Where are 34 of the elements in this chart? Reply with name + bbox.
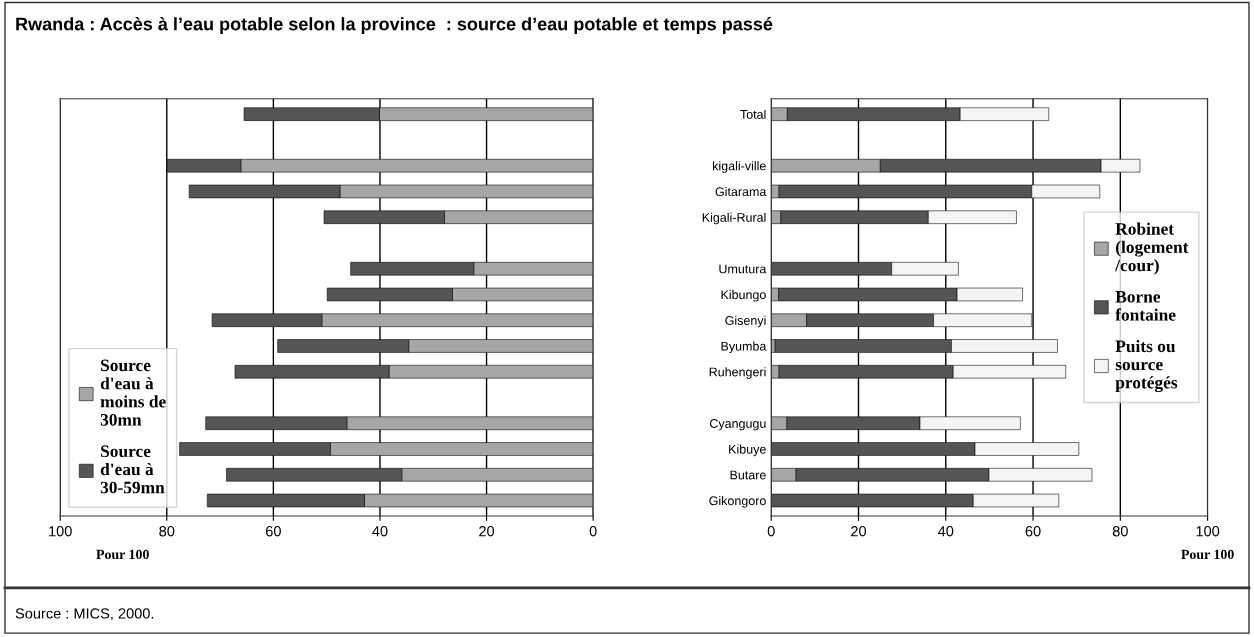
x-tick-label: 100 [1196,526,1220,537]
x-tick-label: 100 [49,526,72,537]
x-tick-label: 80 [1112,526,1128,537]
y-tick-label: Butare [730,470,766,480]
y-tick-label: Cyangugu [710,419,766,431]
legend-label: Source d'eau à moins de 30mn [100,359,166,426]
x-axis-title: Pour 100 [96,549,149,560]
source-note: Source : MICS, 2000. [15,608,154,621]
legend-label: Borne fontaine [1115,291,1176,321]
y-tick-label: Kibungo [721,289,766,302]
legend-label: Source d'eau à 30-59mn [100,445,165,494]
x-axis-title: Pour 100 [1181,549,1234,560]
x-tick-label: 20 [851,526,867,537]
y-tick-label: Ruhengeri [709,367,766,379]
legend-label: Robinet (logement /cour) [1115,222,1189,275]
y-tick-label: Kigali-Rural [702,212,766,225]
legend-label: Puits ou source protégés [1115,339,1178,393]
x-tick-label: 60 [1025,526,1041,537]
x-tick-label: 40 [372,526,388,537]
y-tick-label: Gisenyi [725,315,766,328]
y-tick-label: kigali-ville [713,161,766,173]
x-tick-label: 80 [159,526,175,537]
y-tick-label: Kibuye [729,444,766,457]
x-tick-label: 0 [767,526,775,537]
y-tick-label: Total [740,109,766,119]
chart-title: Rwanda : Accès à l’eau potable selon la province : source d’eau potable et temps passé [16,16,773,34]
x-tick-label: 40 [937,526,954,537]
y-tick-label: Gitarama [715,186,767,197]
x-tick-label: 0 [589,526,597,537]
y-tick-label: Byumba [721,341,767,354]
y-tick-label: Gikongoro [709,495,766,508]
x-tick-label: 60 [266,526,281,537]
y-tick-label: Umutura [719,264,767,274]
x-tick-label: 20 [479,526,495,537]
